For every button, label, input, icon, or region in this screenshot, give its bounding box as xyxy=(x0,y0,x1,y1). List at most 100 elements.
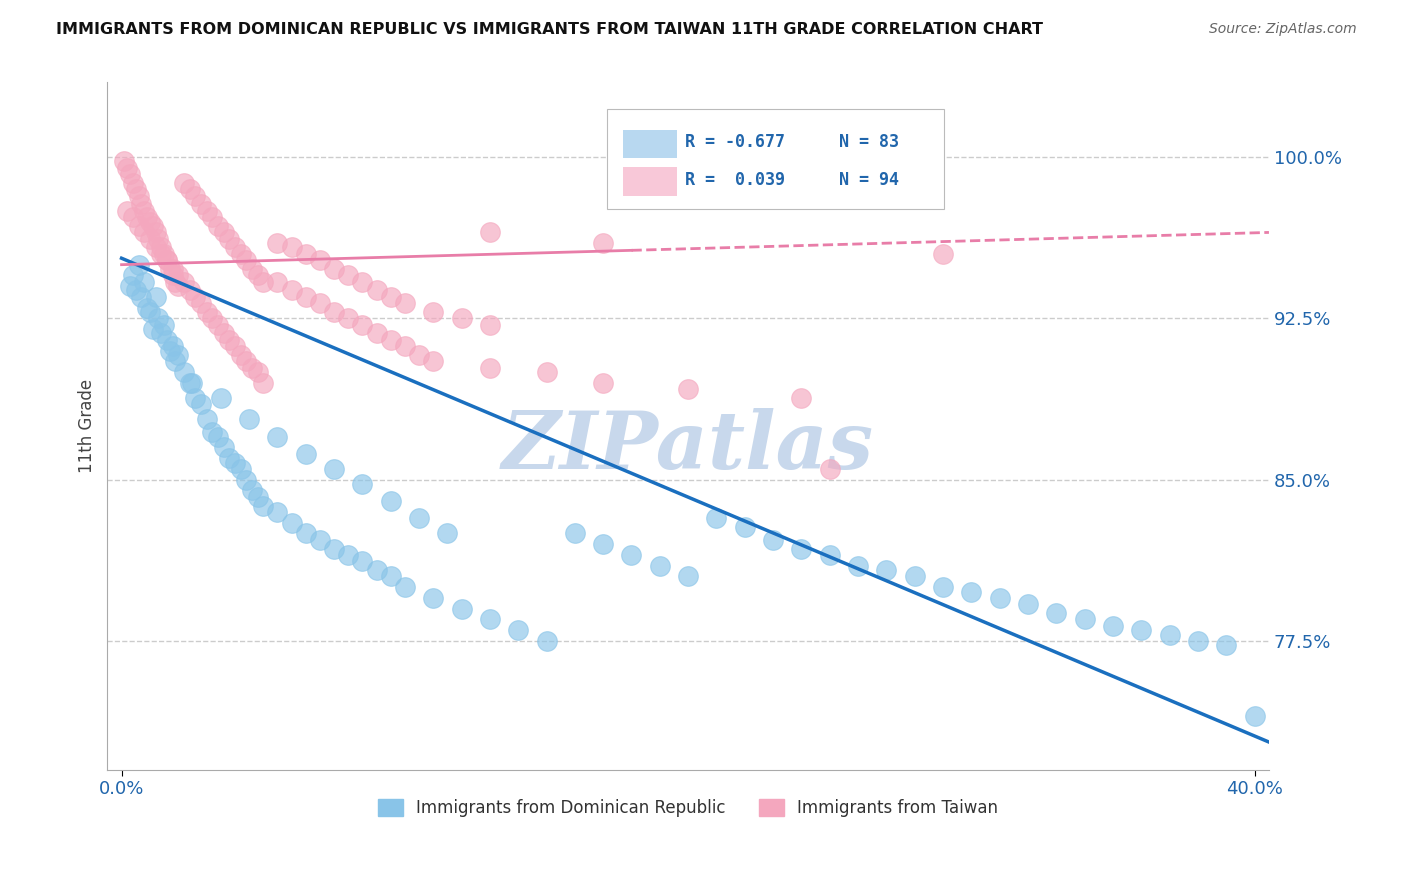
Point xyxy=(352,275,374,289)
Point xyxy=(352,318,374,332)
Point xyxy=(190,397,212,411)
Point xyxy=(212,326,235,341)
Point xyxy=(150,240,173,254)
Point xyxy=(165,354,187,368)
Point xyxy=(422,591,444,605)
Point xyxy=(875,563,897,577)
Point xyxy=(422,354,444,368)
Point xyxy=(145,226,167,240)
Legend: Immigrants from Dominican Republic, Immigrants from Taiwan: Immigrants from Dominican Republic, Immi… xyxy=(371,792,1005,823)
Point xyxy=(252,275,274,289)
Point xyxy=(212,441,235,455)
Point xyxy=(115,203,138,218)
Point xyxy=(156,253,179,268)
Point xyxy=(380,569,402,583)
Point xyxy=(1074,612,1097,626)
Point xyxy=(195,203,218,218)
Point xyxy=(190,197,212,211)
Point xyxy=(195,412,218,426)
Point xyxy=(238,412,260,426)
Point xyxy=(122,268,145,283)
Point xyxy=(904,569,927,583)
Point xyxy=(131,290,153,304)
Point xyxy=(229,348,252,362)
Point xyxy=(122,211,145,225)
Point xyxy=(734,520,756,534)
Point xyxy=(134,203,156,218)
Point xyxy=(181,376,204,390)
Point xyxy=(131,197,153,211)
Point xyxy=(564,526,586,541)
Text: R =  0.039: R = 0.039 xyxy=(685,170,785,188)
Point xyxy=(308,533,330,547)
Point xyxy=(450,311,472,326)
Point xyxy=(162,268,184,283)
Point xyxy=(240,360,263,375)
Point xyxy=(536,365,558,379)
Point xyxy=(960,584,983,599)
Point xyxy=(134,275,156,289)
Point xyxy=(536,634,558,648)
Point xyxy=(159,262,181,277)
Point xyxy=(128,258,150,272)
Point xyxy=(173,176,195,190)
Point xyxy=(478,318,501,332)
Point xyxy=(478,226,501,240)
Point xyxy=(1187,634,1209,648)
Point xyxy=(167,268,190,283)
Point xyxy=(156,253,179,268)
Point xyxy=(148,232,170,246)
Point xyxy=(218,232,240,246)
Point xyxy=(790,541,813,556)
Point xyxy=(790,391,813,405)
Point xyxy=(159,343,181,358)
Point xyxy=(676,383,699,397)
Point xyxy=(145,290,167,304)
Point xyxy=(139,232,162,246)
Text: N = 83: N = 83 xyxy=(839,133,900,151)
Point xyxy=(394,580,416,594)
Point xyxy=(224,456,246,470)
Point xyxy=(394,339,416,353)
Point xyxy=(252,499,274,513)
Point xyxy=(212,226,235,240)
Point xyxy=(153,318,176,332)
Point xyxy=(280,516,302,530)
Point xyxy=(165,275,187,289)
Point xyxy=(179,284,201,298)
Point xyxy=(478,612,501,626)
Point xyxy=(352,554,374,568)
Point xyxy=(380,333,402,347)
Point xyxy=(592,537,614,551)
Point xyxy=(148,311,170,326)
Text: ZIPatlas: ZIPatlas xyxy=(502,408,875,485)
Point xyxy=(224,240,246,254)
Point xyxy=(162,339,184,353)
Point xyxy=(153,247,176,261)
Point xyxy=(394,296,416,310)
Point xyxy=(162,262,184,277)
Point xyxy=(266,430,288,444)
Point xyxy=(139,305,162,319)
Point xyxy=(240,262,263,277)
Point xyxy=(252,376,274,390)
Point xyxy=(136,301,159,315)
Point xyxy=(508,624,530,638)
Point xyxy=(224,339,246,353)
Point xyxy=(323,541,346,556)
Point xyxy=(450,601,472,615)
Point xyxy=(1102,619,1125,633)
Point xyxy=(1017,598,1039,612)
Point xyxy=(184,391,207,405)
Point xyxy=(235,354,257,368)
Point xyxy=(122,176,145,190)
Point xyxy=(266,236,288,251)
Point xyxy=(235,473,257,487)
Point xyxy=(706,511,728,525)
Point xyxy=(1130,624,1153,638)
Point xyxy=(167,348,190,362)
Point xyxy=(266,275,288,289)
Point xyxy=(648,558,671,573)
Point xyxy=(142,219,165,233)
Point xyxy=(592,236,614,251)
